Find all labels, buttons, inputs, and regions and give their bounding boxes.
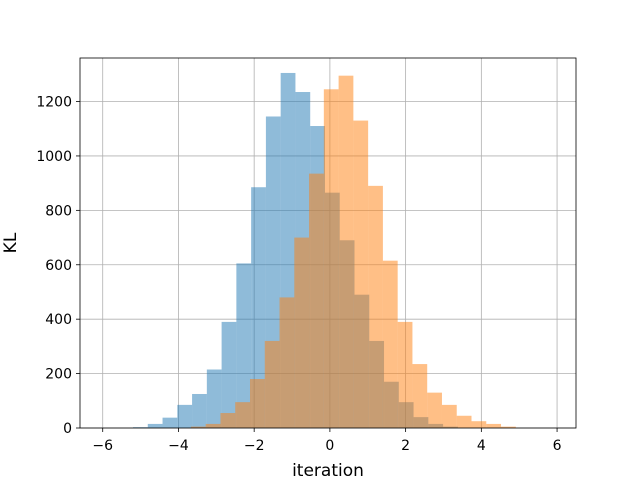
x-tick-label: 4 xyxy=(477,438,486,454)
x-tick-label: 2 xyxy=(401,438,410,454)
histogram-bar xyxy=(323,89,339,428)
histogram-bar xyxy=(206,369,222,428)
x-tick-label: 0 xyxy=(325,438,334,454)
histogram-bar xyxy=(133,427,148,428)
x-axis-label: iteration xyxy=(292,461,364,480)
histogram-bar xyxy=(309,173,324,428)
histogram-bar xyxy=(264,340,280,428)
y-tick-label: 400 xyxy=(45,312,72,328)
y-axis-label: KL xyxy=(1,232,21,253)
histogram-bar xyxy=(162,417,178,428)
histogram-bar xyxy=(221,321,237,428)
histogram-bar xyxy=(147,423,163,428)
y-tick-label: 1200 xyxy=(36,95,72,111)
histogram-bars xyxy=(133,72,516,429)
y-tick-label: 200 xyxy=(45,367,72,383)
histogram-bar xyxy=(177,404,193,428)
x-tick-label: −4 xyxy=(168,438,189,454)
histogram-bar xyxy=(190,426,206,428)
y-tick-label: 0 xyxy=(63,421,72,437)
histogram-bar xyxy=(353,120,369,428)
y-tick-label: 1000 xyxy=(36,149,72,165)
histogram-bar xyxy=(382,260,398,428)
x-tick-label: −6 xyxy=(92,438,113,454)
histogram-bar xyxy=(441,404,457,428)
histogram-bar xyxy=(427,392,442,428)
y-tick-label: 600 xyxy=(45,258,72,274)
histogram-bar xyxy=(220,413,236,428)
x-tick-label: −2 xyxy=(244,438,265,454)
histogram-bar xyxy=(205,423,221,428)
histogram-bar xyxy=(279,297,295,428)
histogram-bar xyxy=(486,423,502,428)
histogram-bar xyxy=(294,237,310,428)
plot-frame xyxy=(79,57,577,429)
axis-ticks: −6 −4 −2 0 2 4 6 0 200 400 600 800 1000 1200 xyxy=(36,95,561,454)
histogram-bar xyxy=(368,185,383,428)
histogram-bar xyxy=(236,263,252,428)
x-tick-label: 6 xyxy=(553,438,562,454)
y-tick-label: 800 xyxy=(45,203,72,219)
histogram-bar xyxy=(412,364,428,428)
histogram-bar xyxy=(338,75,354,428)
histogram-bar xyxy=(192,393,207,428)
histogram-bar xyxy=(456,415,472,428)
histogram-bar xyxy=(251,187,266,428)
histogram-bar xyxy=(471,421,487,428)
histogram-bar xyxy=(501,426,516,428)
histogram-bar xyxy=(250,379,265,428)
histogram-bar xyxy=(235,402,251,428)
histogram-bar xyxy=(397,321,413,428)
histogram-series-2 xyxy=(190,75,516,428)
